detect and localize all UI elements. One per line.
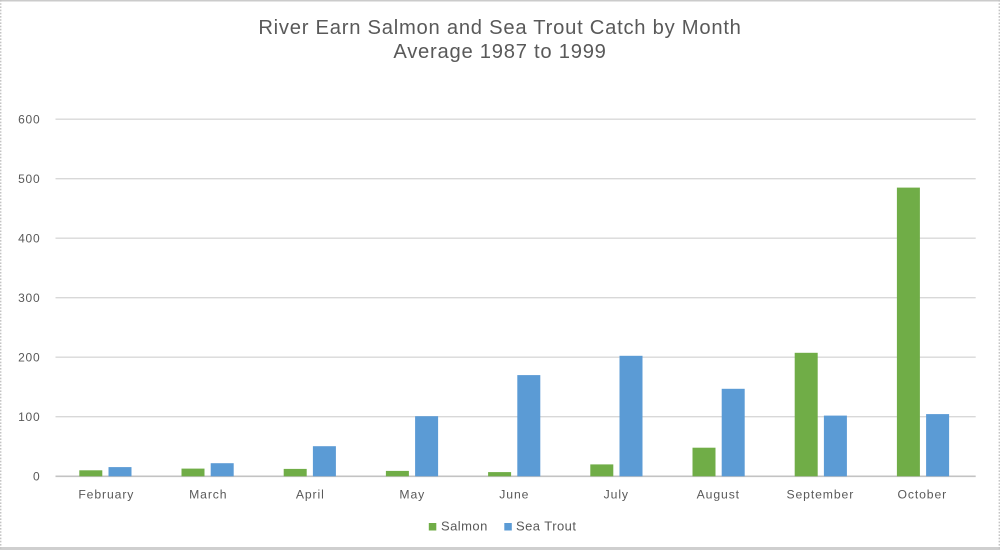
svg-text:Average 1987 to 1999: Average 1987 to 1999 [393,41,606,63]
svg-text:June: June [499,487,529,501]
svg-text:300: 300 [18,291,40,305]
svg-text:May: May [399,487,425,501]
svg-text:Sea Trout: Sea Trout [516,519,576,534]
svg-text:October: October [897,487,947,501]
svg-text:March: March [189,487,227,501]
svg-text:River Earn Salmon and Sea Trou: River Earn Salmon and Sea Trout Catch by… [258,17,741,39]
svg-text:August: August [697,487,740,501]
svg-text:February: February [78,487,134,501]
svg-text:400: 400 [18,231,40,245]
svg-text:Salmon: Salmon [441,519,488,534]
svg-text:April: April [296,487,325,501]
svg-text:July: July [604,487,629,501]
svg-text:200: 200 [18,350,40,364]
svg-text:100: 100 [18,410,40,424]
svg-text:0: 0 [33,470,40,484]
svg-text:600: 600 [18,112,40,126]
svg-text:500: 500 [18,172,40,186]
svg-text:September: September [786,487,854,501]
